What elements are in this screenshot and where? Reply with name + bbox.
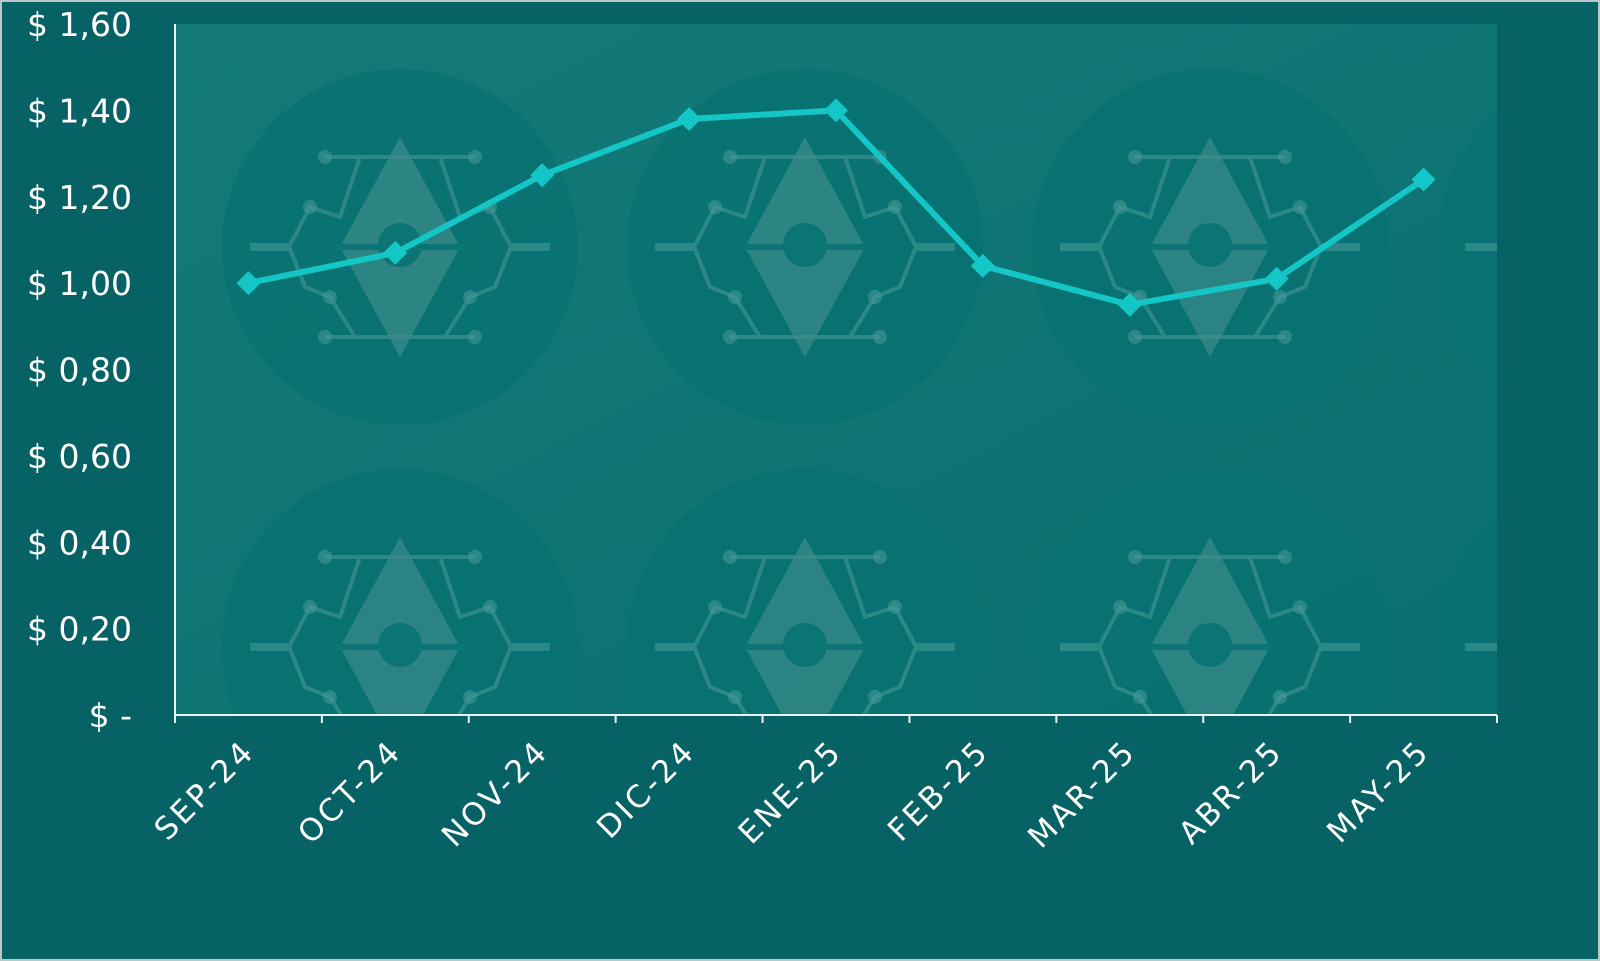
data-point xyxy=(383,240,408,265)
x-tick-label: MAR-25 xyxy=(1021,733,1143,855)
x-tick-label: NOV-24 xyxy=(435,733,556,854)
data-point xyxy=(824,98,848,123)
y-tick-label: $ 0,60 xyxy=(27,437,132,476)
data-point xyxy=(970,253,995,278)
data-point xyxy=(530,163,555,188)
y-tick-label: $ 0,80 xyxy=(27,351,132,390)
data-point xyxy=(1117,292,1142,317)
y-tick-label: $ - xyxy=(89,696,132,735)
series xyxy=(236,98,1436,317)
x-tick-label: SEP-24 xyxy=(148,733,262,847)
x-tick-label: MAY-25 xyxy=(1320,733,1437,850)
data-point xyxy=(236,271,261,296)
y-tick-label: $ 1,40 xyxy=(27,91,132,130)
x-tick-label: OCT-24 xyxy=(291,733,409,851)
x-tick-label: ABR-25 xyxy=(1172,733,1290,851)
data-point xyxy=(677,107,702,132)
ethereum-logo-icon xyxy=(1030,67,1390,427)
y-tick-label: $ 0,40 xyxy=(27,523,132,562)
x-tick-label: FEB-25 xyxy=(881,733,996,848)
x-tick-label: DIC-24 xyxy=(590,733,703,846)
x-tick-label: ENE-25 xyxy=(732,733,850,851)
y-tick-label: $ 1,60 xyxy=(27,5,132,44)
data-point xyxy=(1411,167,1436,192)
y-tick-label: $ 1,20 xyxy=(27,178,132,217)
y-tick-label: $ 0,20 xyxy=(27,610,132,649)
data-point xyxy=(1264,266,1289,291)
y-tick-label: $ 1,00 xyxy=(27,264,132,303)
